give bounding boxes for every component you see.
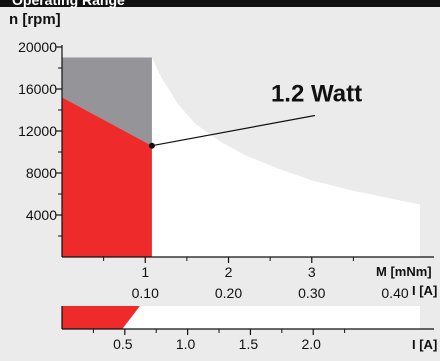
- y-tick-label: 8000: [26, 165, 57, 181]
- secondary-x-tick-group: 0.10 0.20 0.30 0.40: [132, 285, 409, 301]
- power-limit-marker: [148, 142, 155, 149]
- secondary-x-tick-label: 0.10: [132, 285, 159, 301]
- current-tick-label: 1.5: [239, 336, 259, 352]
- secondary-x-tick-label: 0.30: [298, 285, 325, 301]
- current-tick-label: 1.0: [176, 336, 196, 352]
- speed-torque-plot: 1.2 Watt n [rpm] M [mNm] I [A] 4000 8000 1…: [9, 11, 437, 301]
- header-title: Operating Range: [12, 0, 125, 8]
- secondary-x-tick-label: 0.20: [215, 285, 242, 301]
- x-tick-group: 1 2 3: [103, 257, 354, 280]
- y-tick-label: 20000: [18, 39, 57, 55]
- continuous-range-area: [62, 97, 152, 258]
- y-tick-group: 4000 8000 12000 16000 20000: [18, 39, 62, 237]
- current-tick-label: 2.0: [301, 336, 321, 352]
- y-tick-label: 12000: [18, 123, 57, 139]
- y-axis-label: n [rpm]: [9, 11, 61, 28]
- current-bar-tick-group: 0.5 1.0 1.5 2.0: [92, 329, 346, 352]
- power-limit-label: 1.2 Watt: [271, 81, 362, 108]
- current-bar-label: I [A]: [412, 337, 437, 352]
- x-tick-label: 1: [141, 264, 149, 280]
- short-term-range-area: [62, 57, 152, 146]
- current-range-bar: I [A] 0.5 1.0 1.5 2.0: [61, 306, 437, 352]
- current-tick-label: 0.5: [113, 336, 133, 352]
- x-axis-label: M [mNm]: [376, 264, 432, 279]
- y-tick-label: 4000: [26, 207, 57, 223]
- current-bar-background: [62, 306, 420, 329]
- secondary-x-axis-label: I [A]: [412, 283, 437, 298]
- y-tick-label: 16000: [18, 81, 57, 97]
- x-tick-label: 3: [308, 264, 316, 280]
- current-continuous-range: [62, 306, 140, 329]
- x-tick-label: 2: [225, 264, 233, 280]
- secondary-x-tick-label: 0.40: [381, 285, 408, 301]
- permissible-range-area: [151, 57, 420, 257]
- power-limit-callout-line: [151, 114, 316, 147]
- header-bar: [0, 0, 440, 7]
